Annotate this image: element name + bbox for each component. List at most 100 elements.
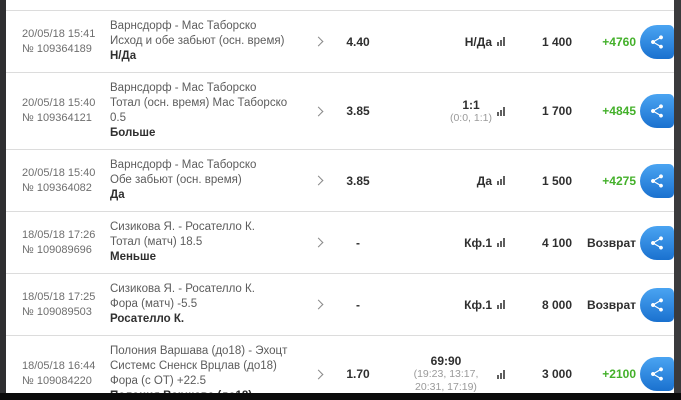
bet-type: Тотал (осн. время) Мас Таборско 0.5 bbox=[110, 97, 288, 124]
stats-icon[interactable] bbox=[497, 238, 505, 247]
result-col: Кф.1 bbox=[386, 298, 505, 312]
expand-row-control[interactable] bbox=[306, 299, 330, 310]
bet-selection: Н/Да bbox=[110, 50, 137, 62]
bet-number: № 109364189 bbox=[22, 42, 92, 55]
bet-row[interactable]: 18/05/18 16:44 № 109084220 Полония Варша… bbox=[6, 336, 674, 393]
bet-datetime: 20/05/18 15:40 bbox=[22, 166, 96, 179]
previous-row-partial bbox=[6, 0, 674, 11]
stats-icon[interactable] bbox=[497, 176, 505, 185]
coefficient-value: 1.70 bbox=[346, 367, 370, 381]
bet-list: 20/05/18 15:41 № 109364189 Варнсдорф - М… bbox=[6, 0, 674, 393]
win-amount: +4275 bbox=[602, 173, 636, 188]
left-edge-strip bbox=[0, 0, 6, 400]
bottom-bar bbox=[0, 393, 681, 400]
bet-type: Обе забьют (осн. время) bbox=[110, 174, 242, 186]
result-text: 1:1 (0:0, 1:1) bbox=[450, 98, 492, 125]
stats-icon[interactable] bbox=[497, 37, 505, 46]
result-text: Кф.1 bbox=[464, 298, 492, 312]
expand-row-control[interactable] bbox=[306, 36, 330, 47]
result-col: Н/Да bbox=[386, 35, 505, 49]
stake-amount: 1 500 bbox=[541, 173, 572, 188]
share-icon bbox=[651, 367, 663, 381]
stats-icon[interactable] bbox=[497, 106, 505, 116]
bet-type: Исход и обе забьют (осн. время) bbox=[110, 35, 285, 47]
expand-row-control[interactable] bbox=[306, 106, 330, 116]
share-button[interactable] bbox=[640, 225, 674, 260]
stats-icon[interactable] bbox=[497, 300, 505, 309]
bet-event-col: Полония Варшава (до18) - Эхоцт Системс С… bbox=[110, 344, 306, 393]
win-amount: +2100 bbox=[602, 367, 636, 381]
stake-amount: 4 100 bbox=[541, 235, 572, 250]
coefficient-value: 3.85 bbox=[346, 173, 370, 188]
share-button[interactable] bbox=[640, 163, 674, 198]
stats-icon[interactable] bbox=[497, 369, 505, 379]
share-button[interactable] bbox=[640, 24, 674, 59]
bet-event-col: Варнсдорф - Мас Таборско Исход и обе заб… bbox=[110, 19, 306, 64]
result-detail: (0:0, 1:1) bbox=[449, 111, 492, 124]
chevron-right-icon bbox=[313, 106, 323, 116]
expand-row-control[interactable] bbox=[306, 237, 330, 248]
stake-amount: 8 000 bbox=[541, 297, 572, 312]
chevron-right-icon bbox=[313, 237, 323, 248]
expand-row-control[interactable] bbox=[306, 175, 330, 186]
bet-datetime: 20/05/18 15:40 bbox=[22, 97, 96, 109]
win-amount: Возврат bbox=[586, 297, 636, 312]
coefficient-value: - bbox=[356, 235, 360, 250]
match-name: Варнсдорф - Мас Таборско bbox=[110, 82, 257, 94]
chevron-right-icon bbox=[313, 299, 323, 310]
bet-datetime: 18/05/18 16:44 bbox=[22, 360, 96, 372]
bet-datetime: 18/05/18 17:26 bbox=[22, 228, 96, 241]
bet-datetime: 20/05/18 15:41 bbox=[22, 27, 96, 40]
bet-type: Фора (с ОТ) +22.5 bbox=[110, 375, 206, 387]
result-col: 1:1 (0:0, 1:1) bbox=[386, 98, 505, 125]
bet-selection: Росателло К. bbox=[110, 313, 185, 325]
bet-event-col: Варнсдорф - Мас Таборско Обе забьют (осн… bbox=[110, 158, 306, 203]
result-col: 69:90 (19:23, 13:17, 20:31, 17:19) bbox=[386, 354, 505, 393]
bet-row[interactable]: 18/05/18 17:25 № 109089503 Сизикова Я. -… bbox=[6, 274, 674, 336]
expand-row-control[interactable] bbox=[306, 369, 330, 379]
match-name: Сизикова Я. - Росателло К. bbox=[110, 283, 255, 295]
bet-number: № 109089696 bbox=[22, 243, 92, 256]
bet-date-col: 18/05/18 17:26 № 109089696 bbox=[22, 228, 110, 258]
result-text: Да bbox=[477, 174, 492, 188]
bet-rows-container: 20/05/18 15:41 № 109364189 Варнсдорф - М… bbox=[6, 11, 674, 393]
result-col: Кф.1 bbox=[386, 236, 505, 250]
result-text: 69:90 (19:23, 13:17, 20:31, 17:19) bbox=[400, 354, 492, 393]
coefficient-value: 3.85 bbox=[346, 104, 370, 118]
share-button[interactable] bbox=[640, 357, 674, 391]
bet-selection: Меньше bbox=[110, 251, 156, 263]
result-text: Кф.1 bbox=[464, 236, 492, 250]
share-button[interactable] bbox=[640, 287, 674, 322]
bet-selection: Полония Варшава (до18) bbox=[110, 389, 306, 393]
bet-row[interactable]: 20/05/18 15:40 № 109364082 Варнсдорф - М… bbox=[6, 150, 674, 212]
result-detail: (19:23, 13:17, 20:31, 17:19) bbox=[413, 368, 479, 393]
share-button[interactable] bbox=[640, 94, 674, 128]
share-icon bbox=[651, 173, 663, 188]
match-name: Сизикова Я. - Росателло К. bbox=[110, 221, 255, 233]
bet-number: № 109084220 bbox=[22, 375, 92, 387]
win-amount: +4760 bbox=[602, 34, 636, 49]
bet-type: Фора (матч) -5.5 bbox=[110, 298, 198, 310]
bet-number: № 109364121 bbox=[22, 112, 92, 124]
result-score: 69:90 bbox=[430, 354, 462, 368]
bet-row[interactable]: 20/05/18 15:41 № 109364189 Варнсдорф - М… bbox=[6, 11, 674, 73]
result-score: Кф.1 bbox=[464, 297, 492, 312]
share-icon bbox=[651, 297, 663, 312]
right-edge-strip bbox=[674, 0, 681, 400]
bet-date-col: 20/05/18 15:40 № 109364082 bbox=[22, 166, 110, 196]
stake-amount: 3 000 bbox=[541, 367, 572, 381]
bet-row[interactable]: 20/05/18 15:40 № 109364121 Варнсдорф - М… bbox=[6, 73, 674, 150]
bet-event-col: Сизикова Я. - Росателло К. Тотал (матч) … bbox=[110, 220, 306, 265]
chevron-right-icon bbox=[313, 175, 323, 186]
result-score: Н/Да bbox=[464, 34, 492, 49]
result-text: Н/Да bbox=[465, 35, 492, 49]
bet-row[interactable]: 18/05/18 17:26 № 109089696 Сизикова Я. -… bbox=[6, 212, 674, 274]
stake-amount: 1 400 bbox=[541, 34, 572, 49]
bet-type: Тотал (матч) 18.5 bbox=[110, 236, 203, 248]
bet-selection: Да bbox=[110, 189, 125, 201]
coefficient-value: - bbox=[356, 297, 360, 312]
bet-number: № 109089503 bbox=[22, 305, 92, 318]
chevron-right-icon bbox=[313, 36, 323, 47]
match-name: Варнсдорф - Мас Таборско bbox=[110, 159, 257, 171]
